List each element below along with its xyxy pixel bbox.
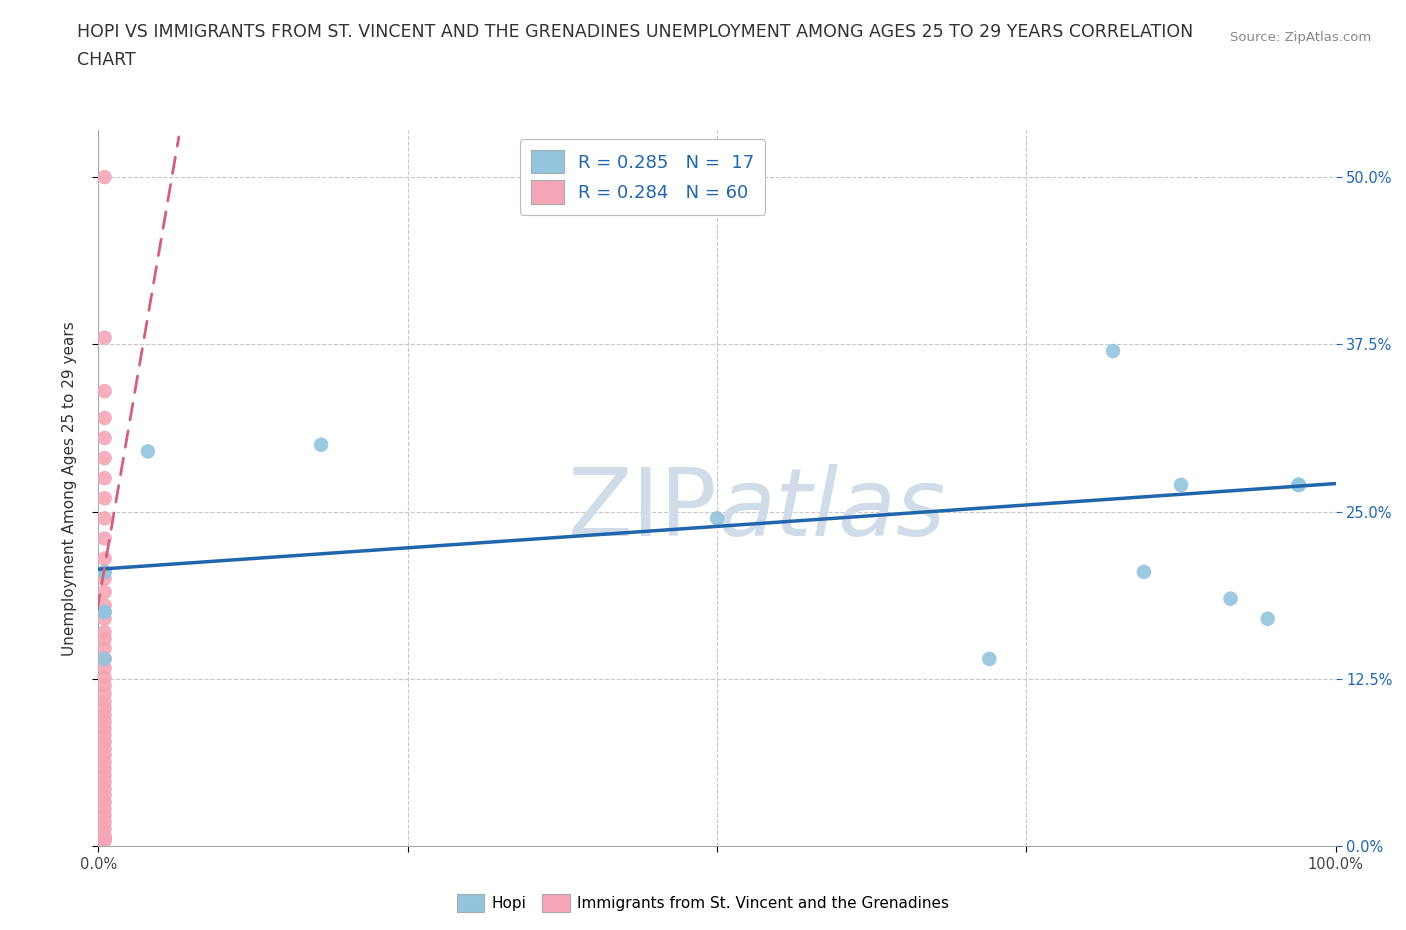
Point — [93, 832, 115, 847]
Point — [93, 832, 115, 847]
Point — [93, 565, 115, 579]
Point — [93, 531, 115, 546]
Point — [93, 511, 115, 525]
Point — [93, 828, 115, 843]
Point — [93, 604, 115, 619]
Point — [706, 511, 728, 525]
Point — [93, 652, 115, 667]
Point — [93, 748, 115, 763]
Legend: R = 0.285   N =  17, R = 0.284   N = 60: R = 0.285 N = 17, R = 0.284 N = 60 — [520, 140, 765, 215]
Point — [1133, 565, 1156, 579]
Text: CHART: CHART — [77, 51, 136, 69]
Point — [93, 631, 115, 646]
Point — [93, 788, 115, 803]
Point — [93, 695, 115, 710]
Point — [93, 641, 115, 656]
Text: atlas: atlas — [717, 464, 945, 555]
Point — [93, 721, 115, 736]
Point — [1257, 611, 1279, 626]
Point — [93, 625, 115, 640]
Point — [93, 832, 115, 847]
Point — [93, 735, 115, 750]
Point — [93, 832, 115, 847]
Point — [1288, 477, 1310, 492]
Point — [93, 604, 115, 619]
Point — [93, 781, 115, 796]
Point — [93, 708, 115, 723]
Point — [1219, 591, 1241, 606]
Point — [93, 832, 115, 847]
Point — [93, 741, 115, 756]
Point — [93, 815, 115, 830]
Point — [93, 384, 115, 399]
Point — [136, 444, 159, 458]
Point — [93, 762, 115, 777]
Point — [93, 795, 115, 810]
Point — [93, 598, 115, 613]
Point — [93, 832, 115, 847]
Point — [93, 832, 115, 847]
Point — [93, 169, 115, 184]
Point — [93, 832, 115, 847]
Point — [93, 832, 115, 847]
Point — [93, 821, 115, 836]
Point — [93, 832, 115, 847]
Point — [93, 701, 115, 716]
Point — [1170, 477, 1192, 492]
Point — [309, 437, 332, 452]
Point — [93, 808, 115, 823]
Point — [93, 714, 115, 729]
Point — [93, 330, 115, 345]
Point — [93, 832, 115, 847]
Point — [93, 832, 115, 847]
Point — [93, 728, 115, 743]
Point — [93, 775, 115, 790]
Point — [93, 832, 115, 847]
Text: ZIP: ZIP — [568, 464, 717, 556]
Text: Source: ZipAtlas.com: Source: ZipAtlas.com — [1230, 31, 1371, 44]
Point — [93, 431, 115, 445]
Point — [93, 686, 115, 701]
Point — [93, 832, 115, 847]
Point — [93, 768, 115, 783]
Point — [93, 451, 115, 466]
Point — [93, 491, 115, 506]
Y-axis label: Unemployment Among Ages 25 to 29 years: Unemployment Among Ages 25 to 29 years — [62, 321, 77, 656]
Point — [979, 652, 1001, 667]
Point — [93, 611, 115, 626]
Point — [93, 754, 115, 769]
Point — [93, 585, 115, 600]
Point — [93, 565, 115, 579]
Point — [93, 832, 115, 847]
Point — [93, 678, 115, 693]
Point — [93, 832, 115, 847]
Point — [1288, 477, 1310, 492]
Point — [93, 671, 115, 685]
Point — [93, 652, 115, 667]
Text: HOPI VS IMMIGRANTS FROM ST. VINCENT AND THE GRENADINES UNEMPLOYMENT AMONG AGES 2: HOPI VS IMMIGRANTS FROM ST. VINCENT AND … — [77, 23, 1194, 41]
Point — [1102, 343, 1125, 358]
Point — [93, 802, 115, 817]
Point — [93, 551, 115, 566]
Point — [93, 410, 115, 425]
Point — [93, 571, 115, 586]
Point — [1288, 477, 1310, 492]
Point — [93, 471, 115, 485]
Point — [93, 661, 115, 676]
Legend: Hopi, Immigrants from St. Vincent and the Grenadines: Hopi, Immigrants from St. Vincent and th… — [451, 888, 955, 918]
